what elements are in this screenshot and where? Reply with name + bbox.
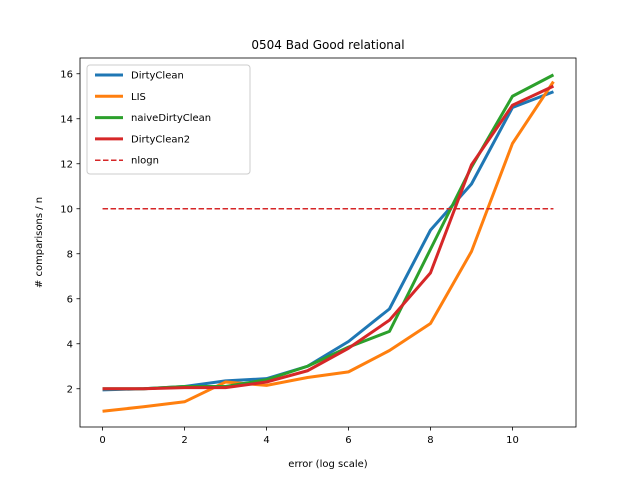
x-tick-label: 10 xyxy=(506,435,519,446)
x-tick-label: 6 xyxy=(345,435,351,446)
x-tick-label: 0 xyxy=(99,435,105,446)
legend-label: DirtyClean2 xyxy=(131,134,190,145)
chart-title: 0504 Bad Good relational xyxy=(251,38,404,52)
y-axis-label: # comparisons / n xyxy=(34,197,45,288)
legend-label: nlogn xyxy=(131,156,159,167)
y-tick-label: 12 xyxy=(60,159,73,170)
x-tick-label: 2 xyxy=(181,435,187,446)
legend: DirtyClean LIS naiveDirtyClean DirtyClean2 n… xyxy=(86,64,251,175)
legend-label: DirtyClean xyxy=(131,71,184,82)
y-tick-label: 4 xyxy=(67,339,73,350)
series-layer xyxy=(102,73,555,413)
y-tick-label: 2 xyxy=(67,384,73,395)
ticks-layer: 0 2 4 6 8 10 2 4 6 8 10 12 14 16 xyxy=(60,69,519,446)
legend-box xyxy=(86,64,251,175)
y-tick-label: 16 xyxy=(60,69,73,80)
y-tick-label: 8 xyxy=(67,249,73,260)
x-tick-label: 4 xyxy=(263,435,269,446)
y-tick-label: 14 xyxy=(60,114,73,125)
series-line-dirtyclean2 xyxy=(102,84,555,391)
legend-label: LIS xyxy=(131,92,146,103)
x-tick-label: 8 xyxy=(427,435,433,446)
series-line-lis xyxy=(102,80,555,413)
x-axis-label: error (log scale) xyxy=(288,459,367,470)
legend-label: naiveDirtyClean xyxy=(131,113,211,124)
axes-frame xyxy=(79,57,577,428)
y-tick-label: 10 xyxy=(60,204,73,215)
y-tick-label: 6 xyxy=(67,294,73,305)
